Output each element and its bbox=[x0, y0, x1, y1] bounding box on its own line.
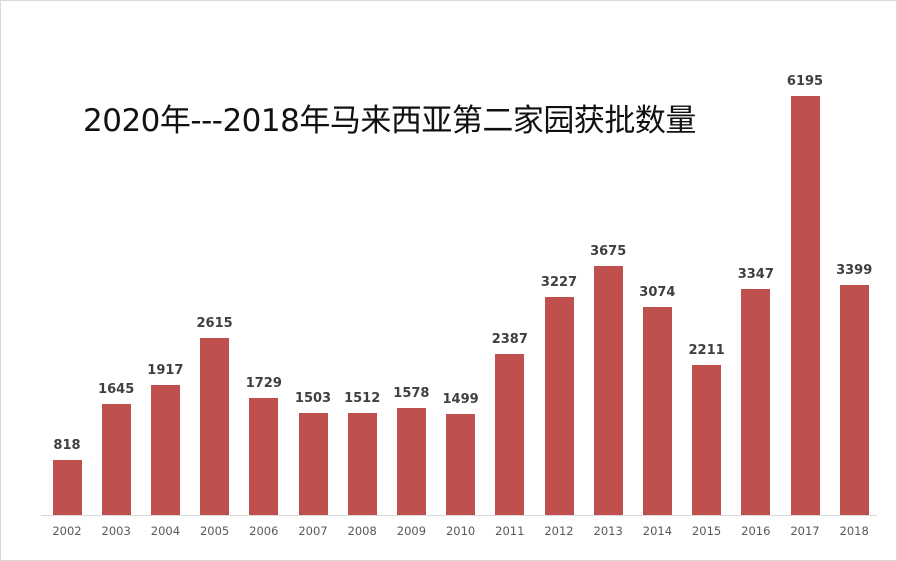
bar-2013 bbox=[593, 266, 623, 515]
x-tick-label-2017: 2017 bbox=[790, 524, 820, 538]
x-axis-line bbox=[41, 515, 877, 516]
bar-2004 bbox=[150, 385, 180, 515]
data-label-2013: 3675 bbox=[590, 244, 627, 260]
x-tick-label-2006: 2006 bbox=[249, 524, 279, 538]
data-label-2003: 1645 bbox=[98, 381, 135, 397]
x-tick-label-2010: 2010 bbox=[445, 524, 476, 538]
data-label-2010: 1499 bbox=[442, 391, 479, 407]
x-tick-label-2018: 2018 bbox=[839, 524, 869, 538]
data-label-2017: 6195 bbox=[786, 74, 824, 89]
bar-2003 bbox=[101, 403, 131, 515]
x-tick-label-2007: 2007 bbox=[298, 524, 328, 538]
x-tick-label-2004: 2004 bbox=[150, 524, 181, 538]
x-tick-label-2011: 2011 bbox=[495, 524, 525, 538]
data-label-2005: 2615 bbox=[196, 316, 233, 332]
x-tick-label-2012: 2012 bbox=[544, 524, 574, 538]
bar-2007 bbox=[298, 413, 328, 515]
bar-2010 bbox=[446, 413, 476, 515]
bar-2012 bbox=[544, 296, 574, 515]
x-tick-label-2016: 2016 bbox=[741, 524, 771, 538]
data-label-2006: 1729 bbox=[245, 376, 282, 392]
bar-2005 bbox=[200, 338, 230, 515]
x-tick-label-2003: 2003 bbox=[101, 524, 131, 538]
data-label-2016: 3347 bbox=[737, 266, 774, 282]
data-label-2018: 3399 bbox=[836, 263, 873, 279]
data-label-2012: 3227 bbox=[540, 274, 578, 290]
x-tick-label-2014: 2014 bbox=[642, 524, 673, 538]
bar-2018 bbox=[839, 285, 869, 515]
bar-2009 bbox=[396, 408, 426, 515]
data-label-2008: 1512 bbox=[344, 390, 381, 406]
chart-title: 2020年---2018年马来西亚第二家园获批数量 bbox=[83, 103, 696, 139]
data-label-2004: 1917 bbox=[147, 363, 184, 379]
data-label-2002: 818 bbox=[53, 437, 81, 453]
data-label-2014: 3074 bbox=[639, 285, 676, 301]
x-tick-label-2015: 2015 bbox=[691, 524, 722, 538]
bar-2006 bbox=[249, 398, 279, 515]
bar-2011 bbox=[495, 353, 525, 515]
bar-2016 bbox=[741, 288, 771, 515]
x-tick-label-2002: 2002 bbox=[52, 524, 82, 538]
x-tick-label-2008: 2008 bbox=[347, 524, 377, 538]
bar-2008 bbox=[347, 412, 377, 515]
data-label-2015: 2211 bbox=[688, 343, 725, 359]
bar-2014 bbox=[642, 307, 672, 515]
bar-2017 bbox=[790, 96, 820, 515]
data-label-2009: 1578 bbox=[393, 386, 430, 402]
data-label-2011: 2387 bbox=[491, 331, 528, 347]
data-label-2007: 1503 bbox=[294, 391, 332, 407]
x-tick-label-2013: 2013 bbox=[593, 524, 623, 538]
bar-2015 bbox=[692, 365, 722, 515]
x-tick-label-2009: 2009 bbox=[396, 524, 427, 538]
x-tick-label-2005: 2005 bbox=[199, 524, 230, 538]
bar-2002 bbox=[52, 459, 82, 515]
